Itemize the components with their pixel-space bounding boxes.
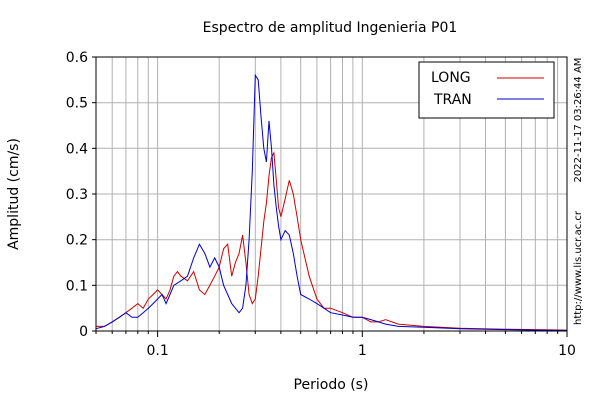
y-axis-label: Amplitud (cm/s)	[6, 138, 22, 250]
series-line-long	[96, 151, 568, 331]
x-axis-label: Periodo (s)	[294, 377, 369, 393]
y-tick-label: 0	[79, 324, 88, 340]
source-url-annotation: http://www.lis.ucr.ac.cr	[573, 210, 584, 325]
legend-box	[418, 61, 555, 119]
legend-label-tran: TRAN	[433, 92, 472, 108]
legend: LONG TRAN	[418, 61, 555, 119]
x-tick-label: 10	[558, 343, 576, 359]
y-tick-label: 0.5	[66, 96, 88, 112]
legend-label-long: LONG	[431, 70, 471, 86]
y-tick-label: 0.1	[66, 278, 88, 294]
y-axis-ticks: 0 0.1 0.2 0.3 0.4 0.5 0.6	[66, 50, 96, 340]
series-lines	[95, 73, 568, 331]
x-tick-label: 1	[358, 343, 367, 359]
y-tick-label: 0.4	[66, 141, 88, 157]
y-tick-label: 0.6	[66, 50, 88, 66]
x-axis-ticks: 0.1 1 10	[95, 331, 576, 359]
series-line-tran	[95, 73, 568, 331]
timestamp-annotation: 2022-11-17 03:26:44 AM	[573, 58, 584, 183]
y-tick-label: 0.2	[66, 233, 88, 249]
chart-title: Espectro de amplitud Ingenieria P01	[203, 20, 458, 36]
grid	[96, 57, 567, 331]
y-tick-label: 0.3	[66, 187, 88, 203]
x-tick-label: 0.1	[146, 343, 168, 359]
